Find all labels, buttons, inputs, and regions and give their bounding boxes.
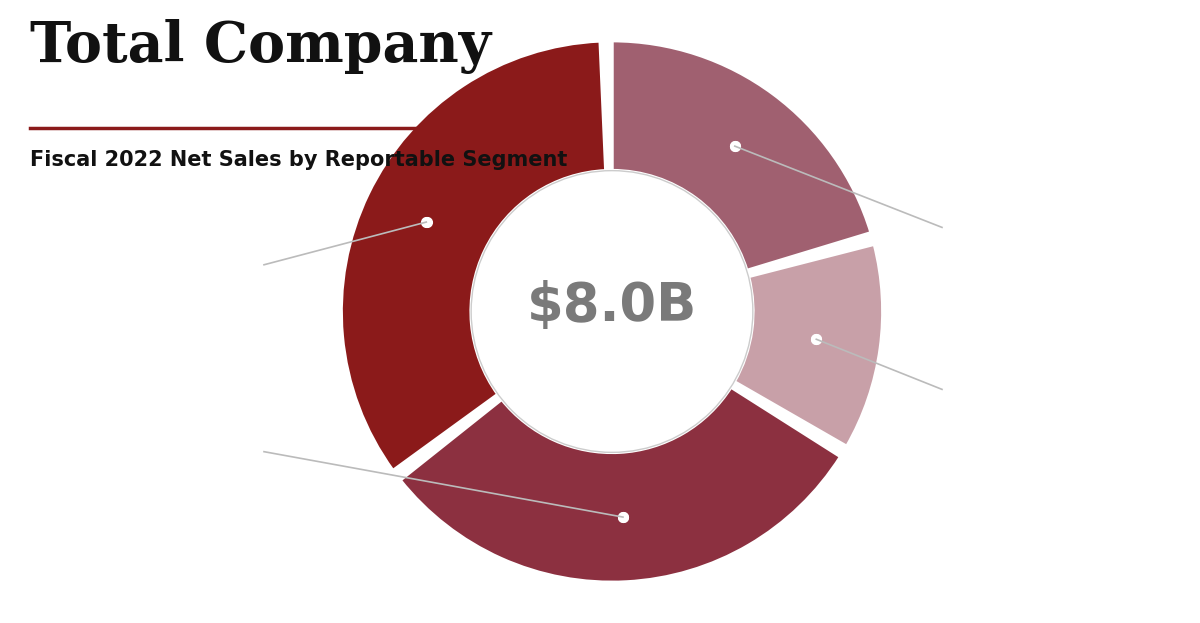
- Text: U.S. RETAIL PET
FOODS
35%: U.S. RETAIL PET FOODS 35%: [94, 240, 212, 289]
- Text: $8.0B: $8.0B: [527, 280, 697, 332]
- Text: Total Company: Total Company: [30, 19, 491, 74]
- Text: INTERNATIONAL &
AWAY FROM HOME
13%: INTERNATIONAL & AWAY FROM HOME 13%: [986, 365, 1126, 414]
- Text: U.S. RETAIL
CONSUMER FOODS
21%: U.S. RETAIL CONSUMER FOODS 21%: [985, 203, 1127, 252]
- Wedge shape: [400, 387, 841, 583]
- Wedge shape: [612, 40, 871, 270]
- Circle shape: [472, 171, 752, 452]
- Wedge shape: [341, 41, 606, 471]
- Text: US RETAIL COFFEE
31%: US RETAIL COFFEE 31%: [84, 436, 222, 467]
- Wedge shape: [734, 244, 883, 447]
- Text: Fiscal 2022 Net Sales by Reportable Segment: Fiscal 2022 Net Sales by Reportable Segm…: [30, 150, 568, 169]
